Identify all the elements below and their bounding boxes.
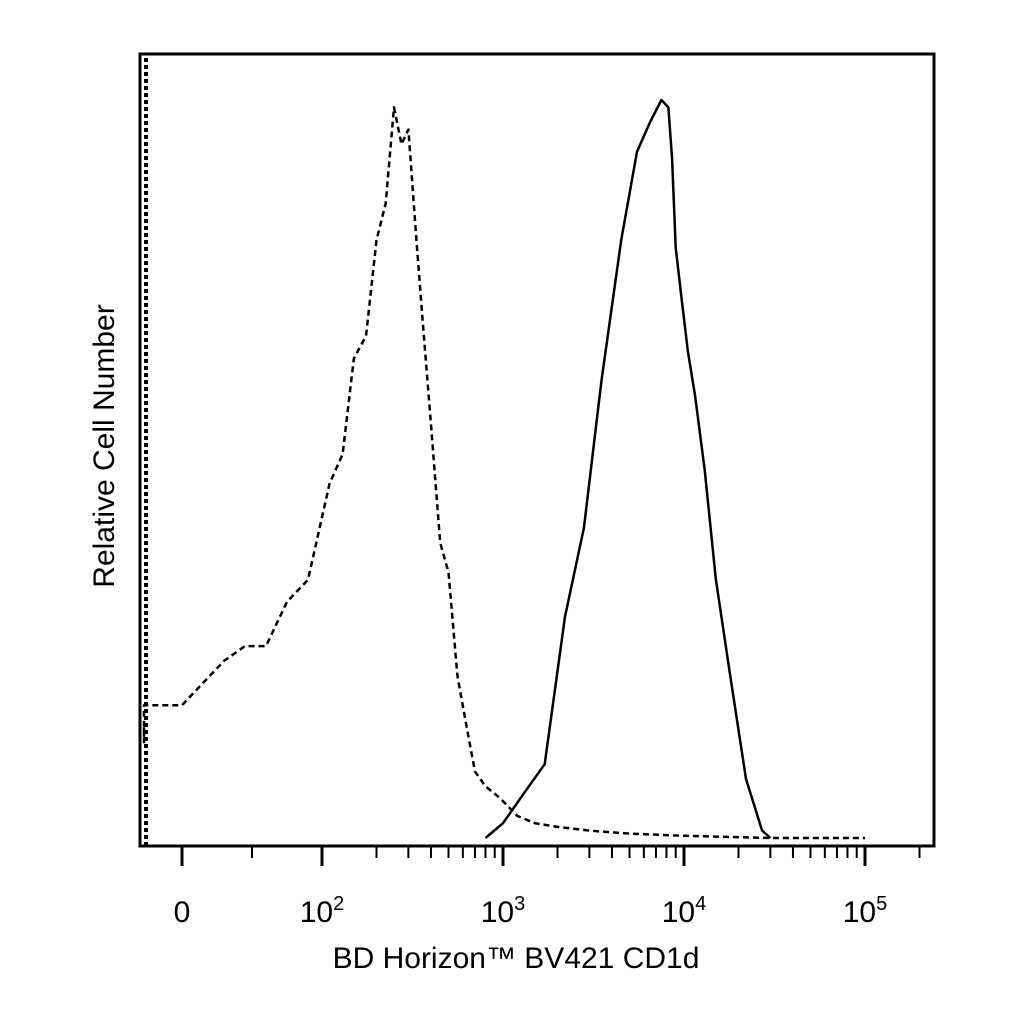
x-tick-label: 105 [843, 893, 888, 929]
x-tick-label: 102 [300, 893, 345, 929]
x-tick-label: 104 [662, 893, 707, 929]
y-axis-label: Relative Cell Number [88, 304, 121, 587]
isotype-control-curve [142, 106, 865, 840]
histogram-curves [142, 58, 865, 846]
stained-sample-curve [484, 98, 772, 839]
x-tick-label: 103 [481, 893, 526, 929]
plot-frame [138, 52, 936, 848]
x-axis-tick-labels: 0 102 103 104 105 [174, 893, 888, 929]
x-axis-label: BD Horizon™ BV421 CD1d [333, 942, 700, 975]
x-axis-ticks [180, 846, 921, 866]
x-tick-label: 0 [174, 896, 191, 929]
